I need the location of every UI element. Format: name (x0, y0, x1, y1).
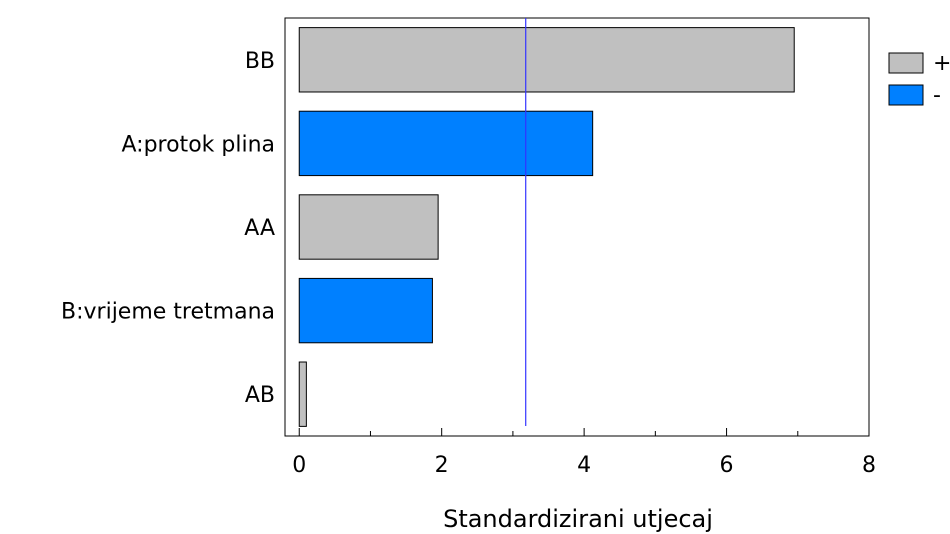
bar (298, 27, 795, 93)
x-tick-label: 8 (862, 453, 876, 478)
x-axis: 0 2 4 6 8 (292, 428, 876, 478)
category-label: BB (245, 49, 275, 74)
category-label: AA (244, 216, 275, 241)
plot-frame (284, 17, 870, 437)
bars (298, 27, 795, 427)
bar (298, 361, 307, 427)
bar (298, 110, 594, 177)
x-tick-label: 4 (577, 453, 591, 478)
bar (298, 277, 433, 344)
legend-label: + (933, 51, 950, 76)
category-label: AB (245, 383, 275, 408)
category-label: B:vrijeme tretmana (61, 300, 275, 325)
legend: +- (888, 51, 950, 108)
legend-label: - (933, 83, 941, 108)
x-tick-label: 2 (435, 453, 449, 478)
x-tick-label: 0 (292, 453, 306, 478)
x-tick-label: 6 (720, 453, 734, 478)
y-axis: BB A:protok plina AA B:vrijeme tretmana AB (61, 49, 275, 408)
x-axis-title: Standardizirani utjecaj (443, 505, 713, 533)
bar (298, 194, 439, 260)
legend-swatch (888, 52, 924, 74)
category-label: A:protok plina (122, 132, 276, 157)
legend-swatch (888, 84, 924, 106)
